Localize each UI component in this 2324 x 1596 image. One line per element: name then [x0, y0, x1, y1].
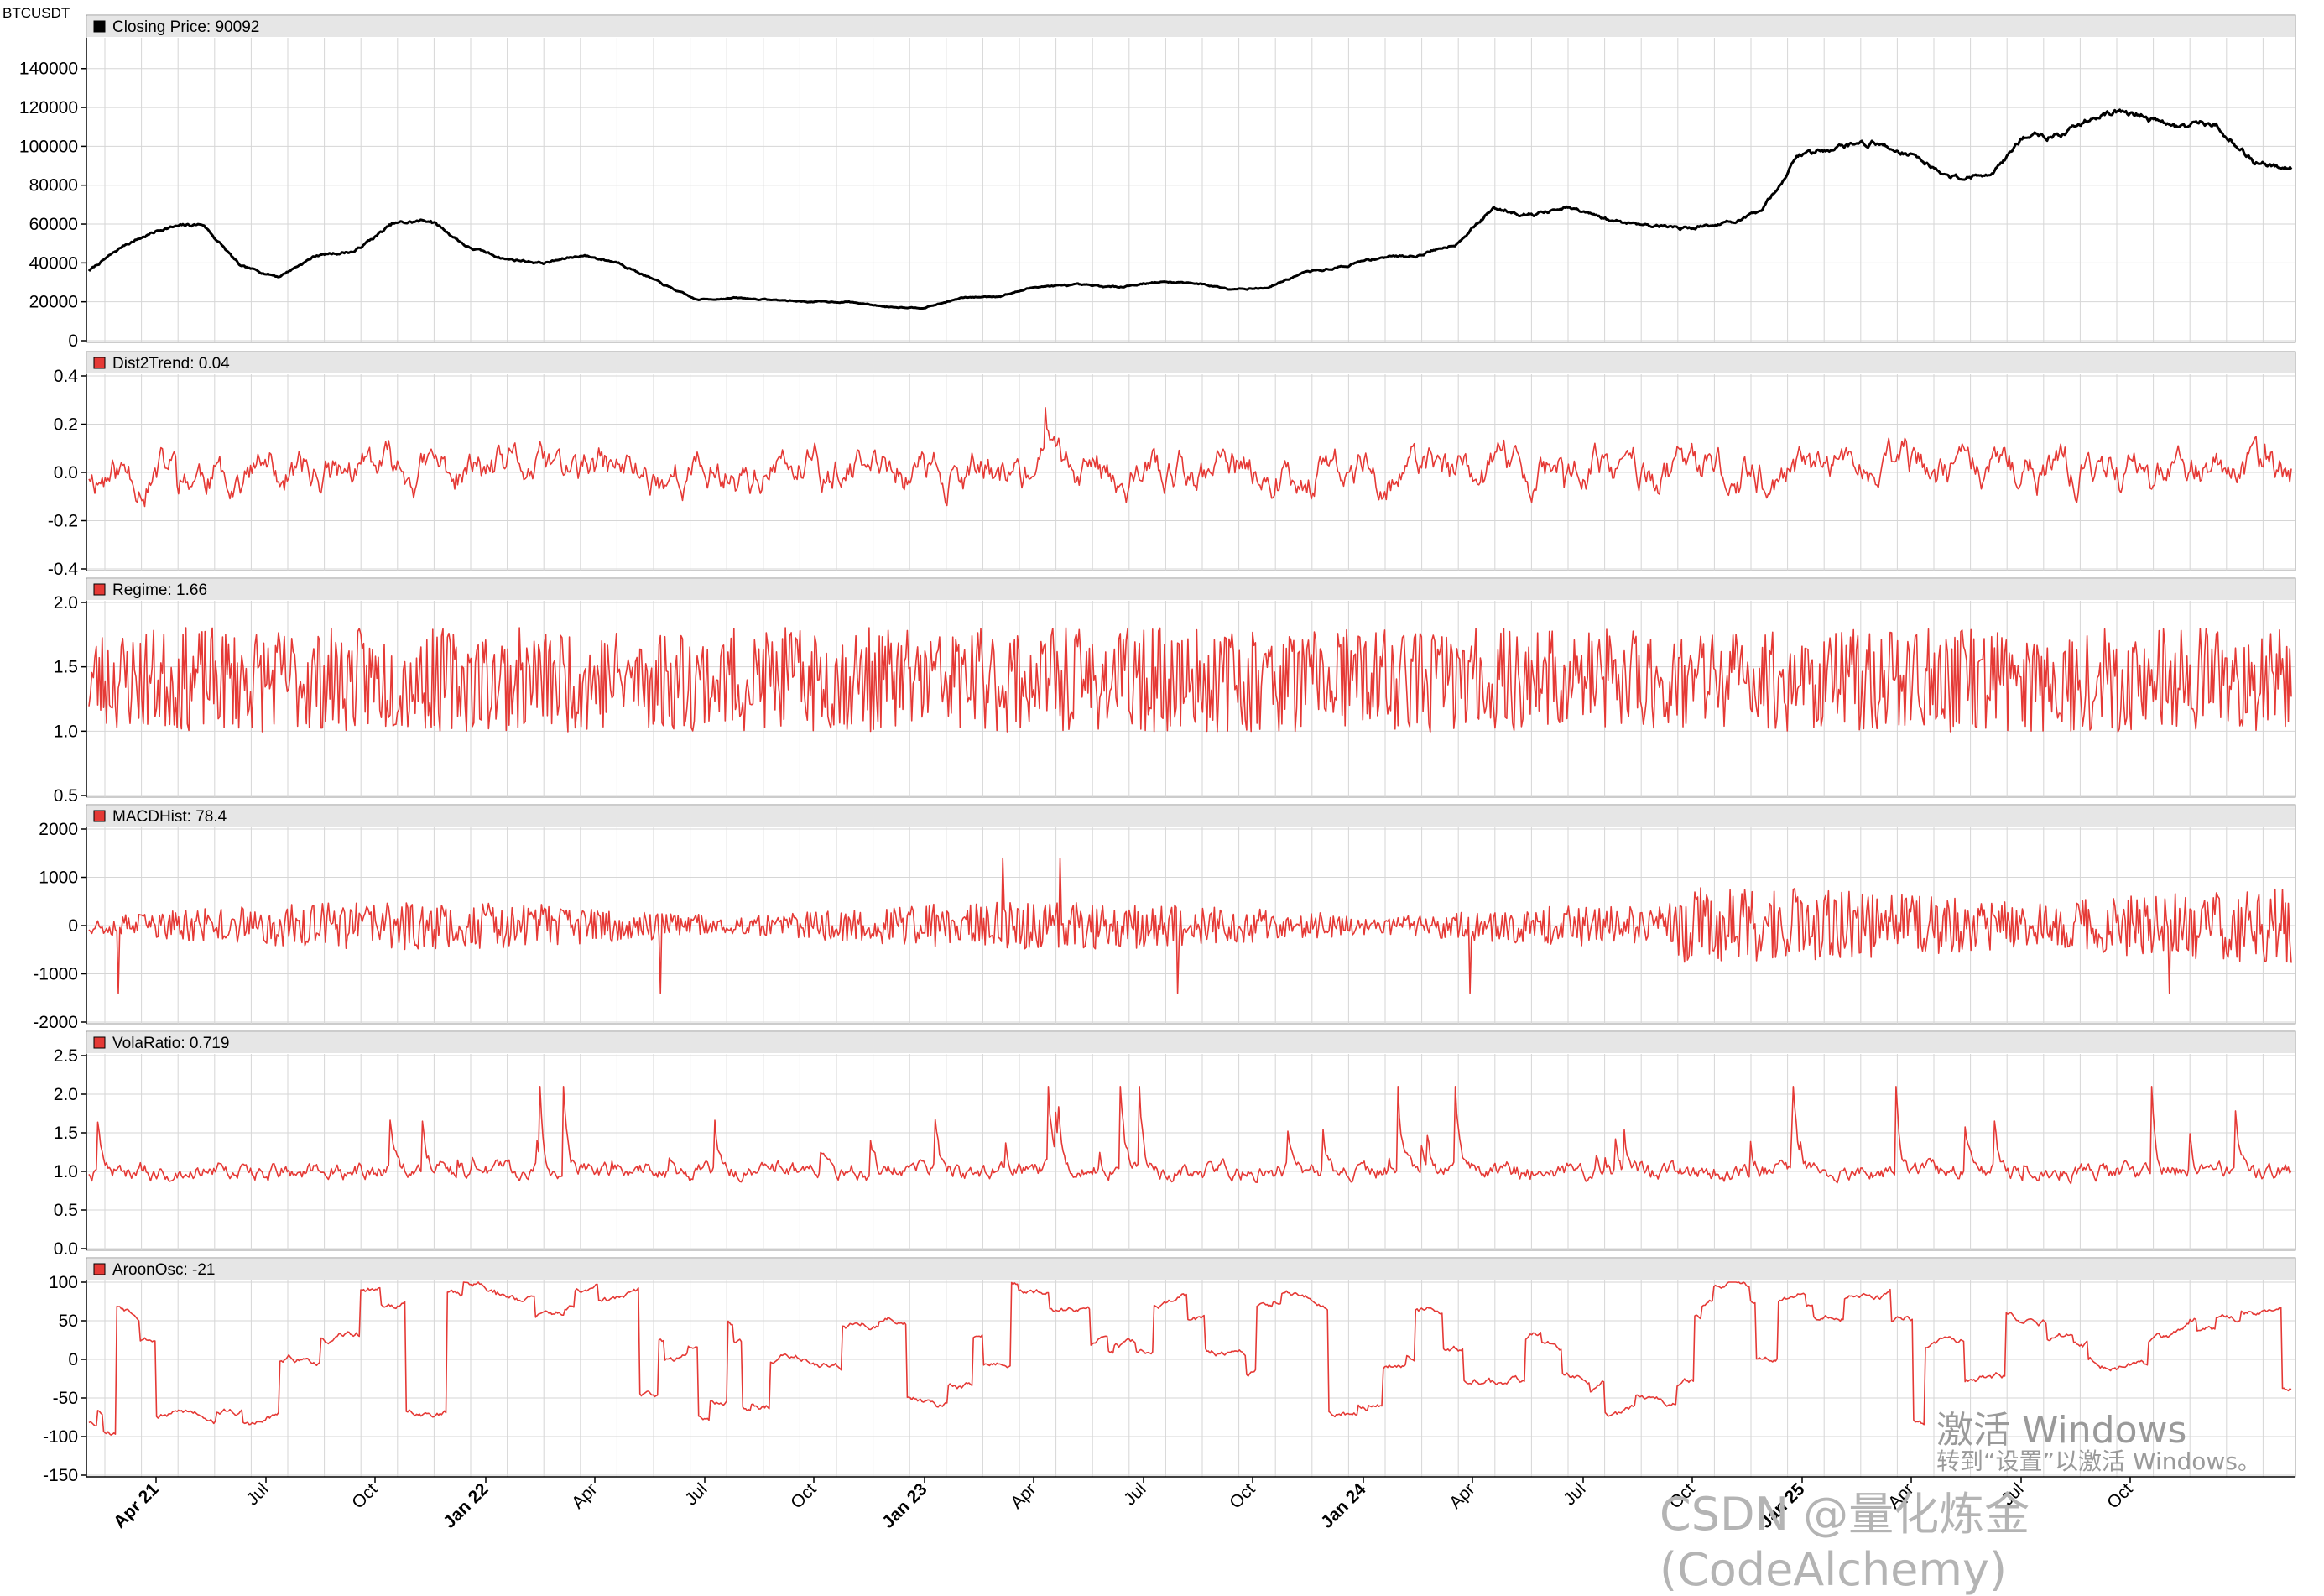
vertical-grid — [104, 601, 2264, 797]
series-line-regime — [88, 627, 2292, 733]
series-line-closing price — [87, 108, 2293, 310]
panel-closing price: Closing Price: 90092 140000 120000 100000 80… — [19, 14, 2296, 351]
y-axis: 2.0 1.5 1.0 0.5 — [54, 593, 2295, 806]
legend-swatch — [93, 583, 106, 596]
panel-aroonosc: AroonOsc: -21 100 50 0 -50 -100 -150 — [43, 1257, 2296, 1485]
y-tick-label: 0 — [68, 1350, 78, 1369]
y-tick-label: 0.2 — [54, 415, 78, 435]
watermark-activate-title: 激活 Windows — [1936, 1409, 2187, 1452]
panel-frame — [86, 1030, 2296, 1251]
y-tick-label: 50 — [59, 1312, 78, 1331]
panel-header — [87, 579, 2295, 600]
x-tick-label: Jul — [1120, 1479, 1149, 1509]
panel-frame — [86, 577, 2296, 798]
panel-header — [87, 16, 2295, 37]
legend-swatch — [93, 20, 106, 33]
legend-swatch — [93, 1263, 106, 1275]
panels: Closing Price: 9009214000012000010000080… — [19, 14, 2296, 1485]
y-tick-label: -2000 — [33, 1013, 78, 1032]
y-tick-label: 1.0 — [54, 1162, 78, 1181]
y-tick-label: 20000 — [29, 293, 78, 312]
legend-swatch — [93, 357, 106, 369]
y-tick-label: 0.0 — [54, 1239, 78, 1259]
x-tick-label: Jan 23 — [878, 1479, 931, 1532]
y-tick-label: -100 — [43, 1427, 78, 1447]
y-tick-label: -1000 — [33, 965, 78, 984]
x-tick-label: Jul — [1560, 1479, 1589, 1509]
y-tick-label: -0.4 — [48, 560, 79, 579]
y-tick-label: 100000 — [19, 137, 78, 156]
y-tick-label: 120000 — [19, 98, 78, 117]
series-line-volaratio — [88, 1086, 2292, 1185]
panel-header — [87, 1032, 2295, 1053]
vertical-grid — [104, 1054, 2264, 1250]
x-tick-label: Jan 24 — [1317, 1479, 1370, 1532]
chart-stage: Closing Price: 9009214000012000010000080… — [19, 14, 2296, 1532]
y-tick-label: 0.5 — [54, 786, 78, 806]
y-tick-label: 0 — [68, 331, 78, 351]
y-tick-label: -150 — [43, 1466, 78, 1485]
symbol-label: BTCUSDT — [3, 5, 70, 21]
panel-title: Regime: 1.66 — [112, 582, 207, 599]
panel-dist2trend: Dist2Trend: 0.04 0.4 0.2 0.0 -0.2 -0.4 — [48, 351, 2296, 579]
y-axis: 140000 120000 100000 80000 60000 40000 20000 0 — [19, 60, 2295, 351]
vertical-grid — [104, 38, 2264, 342]
y-axis: 2000 1000 0 -1000 -2000 — [33, 820, 2295, 1032]
panel-frame — [86, 1257, 2296, 1478]
y-tick-label: 2000 — [39, 820, 78, 839]
y-tick-label: 0.5 — [54, 1201, 78, 1220]
panel-macdhist: MACDHist: 78.4 2000 1000 0 -1000 -2000 — [33, 804, 2296, 1032]
legend-swatch — [93, 810, 106, 822]
x-tick-label: Apr — [568, 1479, 601, 1512]
y-tick-label: 1000 — [39, 868, 78, 888]
x-tick-label: Jul — [242, 1479, 272, 1509]
series-line-macdhist — [88, 857, 2292, 994]
watermark-activate-sub: 转到“设置”以激活 Windows。 — [1936, 1447, 2261, 1475]
y-tick-label: 60000 — [29, 215, 78, 234]
x-tick-label: Apr 21 — [110, 1479, 163, 1532]
y-tick-label: -50 — [53, 1389, 78, 1408]
y-tick-label: 1.0 — [54, 722, 78, 741]
y-tick-label: 100 — [49, 1273, 78, 1292]
y-tick-label: -0.2 — [48, 512, 78, 531]
series-line-aroonosc — [88, 1281, 2292, 1436]
panel-frame — [86, 804, 2296, 1025]
panel-title: VolaRatio: 0.719 — [112, 1035, 229, 1052]
y-tick-label: 1.5 — [54, 658, 78, 677]
panel-regime: Regime: 1.66 2.0 1.5 1.0 0.5 — [54, 577, 2296, 806]
series-line-dist2trend — [88, 407, 2292, 508]
y-tick-label: 80000 — [29, 176, 78, 196]
y-tick-label: 40000 — [29, 253, 78, 273]
y-tick-label: 1.5 — [54, 1124, 78, 1143]
panel-header — [87, 352, 2295, 373]
x-tick-label: Apr — [1007, 1479, 1040, 1512]
panel-title: MACDHist: 78.4 — [112, 808, 227, 826]
x-tick-label: Apr — [1446, 1479, 1478, 1512]
y-tick-label: 140000 — [19, 60, 78, 79]
panel-header — [87, 1259, 2295, 1280]
y-tick-label: 0.0 — [54, 463, 78, 482]
x-tick-label: Jul — [681, 1479, 711, 1509]
x-tick-label: Oct — [348, 1479, 381, 1512]
y-tick-label: 2.5 — [54, 1046, 78, 1066]
x-tick-label: Oct — [787, 1479, 820, 1512]
y-tick-label: 0 — [68, 916, 78, 936]
y-axis: 100 50 0 -50 -100 -150 — [43, 1273, 2295, 1485]
watermark-csdn: CSDN @量化炼金 (CodeAlchemy) — [1660, 1488, 2030, 1596]
panel-title: Closing Price: 90092 — [112, 18, 259, 36]
panel-title: Dist2Trend: 0.04 — [112, 355, 230, 373]
panel-volaratio: VolaRatio: 0.719 2.5 2.0 1.5 1.0 0.5 0.0 — [54, 1030, 2296, 1259]
panel-frame — [86, 351, 2296, 571]
panel-title: AroonOsc: -21 — [112, 1261, 216, 1279]
panel-header — [87, 806, 2295, 827]
y-tick-label: 0.4 — [54, 367, 79, 386]
legend-swatch — [93, 1036, 106, 1049]
x-tick-label: Oct — [1226, 1479, 1258, 1512]
vertical-grid — [104, 1280, 2264, 1477]
x-tick-label: Jan 22 — [440, 1479, 492, 1532]
panel-frame — [86, 14, 2296, 343]
y-tick-label: 2.0 — [54, 593, 78, 613]
y-axis: 2.5 2.0 1.5 1.0 0.5 0.0 — [54, 1046, 2295, 1259]
y-tick-label: 2.0 — [54, 1085, 78, 1104]
